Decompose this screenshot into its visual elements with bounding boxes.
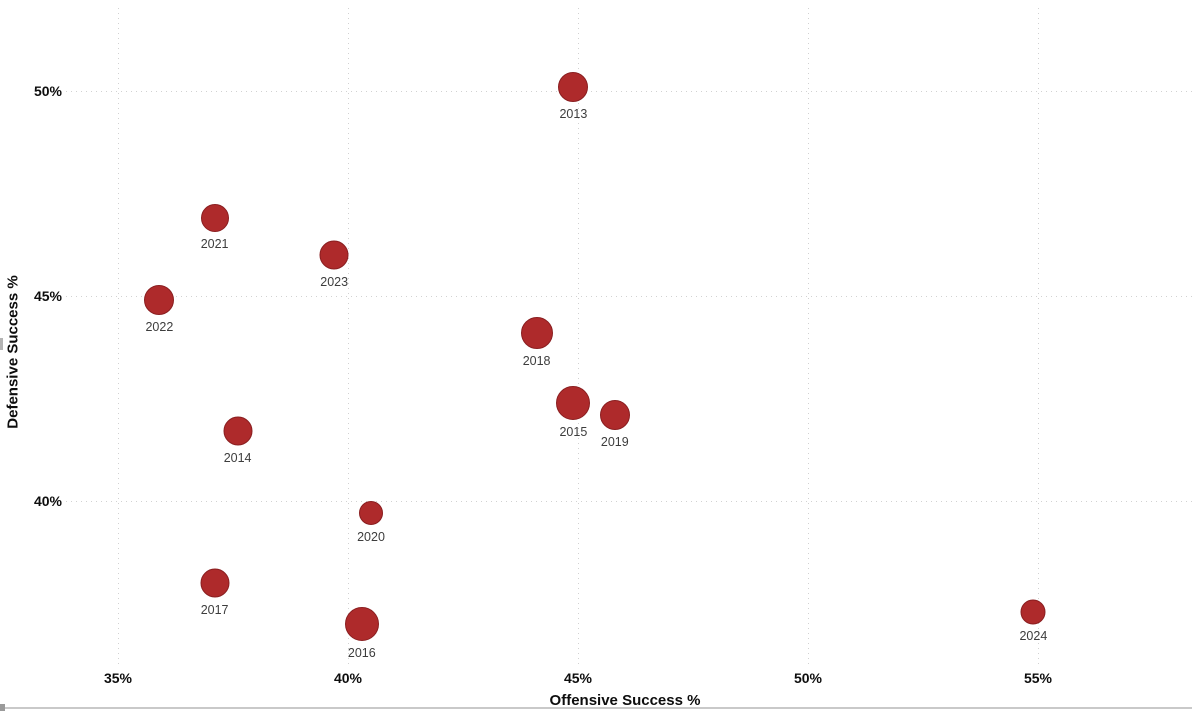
x-gridline [808,8,809,666]
bubble-2017[interactable] [200,568,230,598]
x-gridline [1038,8,1039,666]
bubble-2020[interactable] [359,501,383,526]
bubble-2023[interactable] [319,240,349,270]
bubble-2013[interactable] [558,71,589,102]
x-tick-label: 35% [103,670,133,686]
vertical-scrollbar-thumb[interactable] [0,338,3,350]
horizontal-scrollbar-thumb[interactable] [0,704,5,711]
x-tick-label: 45% [563,670,593,686]
bubble-label-2021: 2021 [200,237,229,252]
bubble-label-2024: 2024 [1019,629,1048,644]
bubble-label-2020: 2020 [357,530,385,545]
x-tick-label: 40% [333,670,363,686]
x-axis-title: Offensive Success % [549,692,701,709]
bubble-label-2022: 2022 [145,320,174,335]
x-gridline [578,8,579,666]
y-axis-title: Defensive Success % [4,275,22,429]
x-gridline [118,8,119,666]
bubble-2014[interactable] [223,416,253,446]
y-gridline [66,296,1192,297]
bubble-label-2018: 2018 [522,353,551,368]
bubble-2016[interactable] [344,607,379,641]
bubble-2018[interactable] [520,316,553,349]
bubble-label-2015: 2015 [559,424,588,439]
x-gridline [348,8,349,666]
y-tick-label: 45% [33,288,62,304]
y-tick-label: 50% [33,83,62,99]
bubble-label-2017: 2017 [200,602,229,617]
bubble-2024[interactable] [1020,599,1046,625]
bubble-label-2023: 2023 [320,274,349,289]
y-tick-label: 40% [33,493,62,509]
bubble-label-2013: 2013 [559,106,588,121]
bubble-label-2014: 2014 [223,450,252,465]
bubble-label-2019: 2019 [600,434,629,449]
bubble-2021[interactable] [200,204,229,233]
x-tick-label: 50% [793,670,823,686]
horizontal-scrollbar-track[interactable] [4,707,1192,709]
bubble-2019[interactable] [599,399,630,430]
bubble-label-2016: 2016 [347,646,376,660]
y-gridline [66,501,1192,502]
bubble-2022[interactable] [144,285,175,316]
x-tick-label: 55% [1023,670,1053,686]
y-gridline [66,91,1192,92]
bubble-2015[interactable] [556,385,591,420]
